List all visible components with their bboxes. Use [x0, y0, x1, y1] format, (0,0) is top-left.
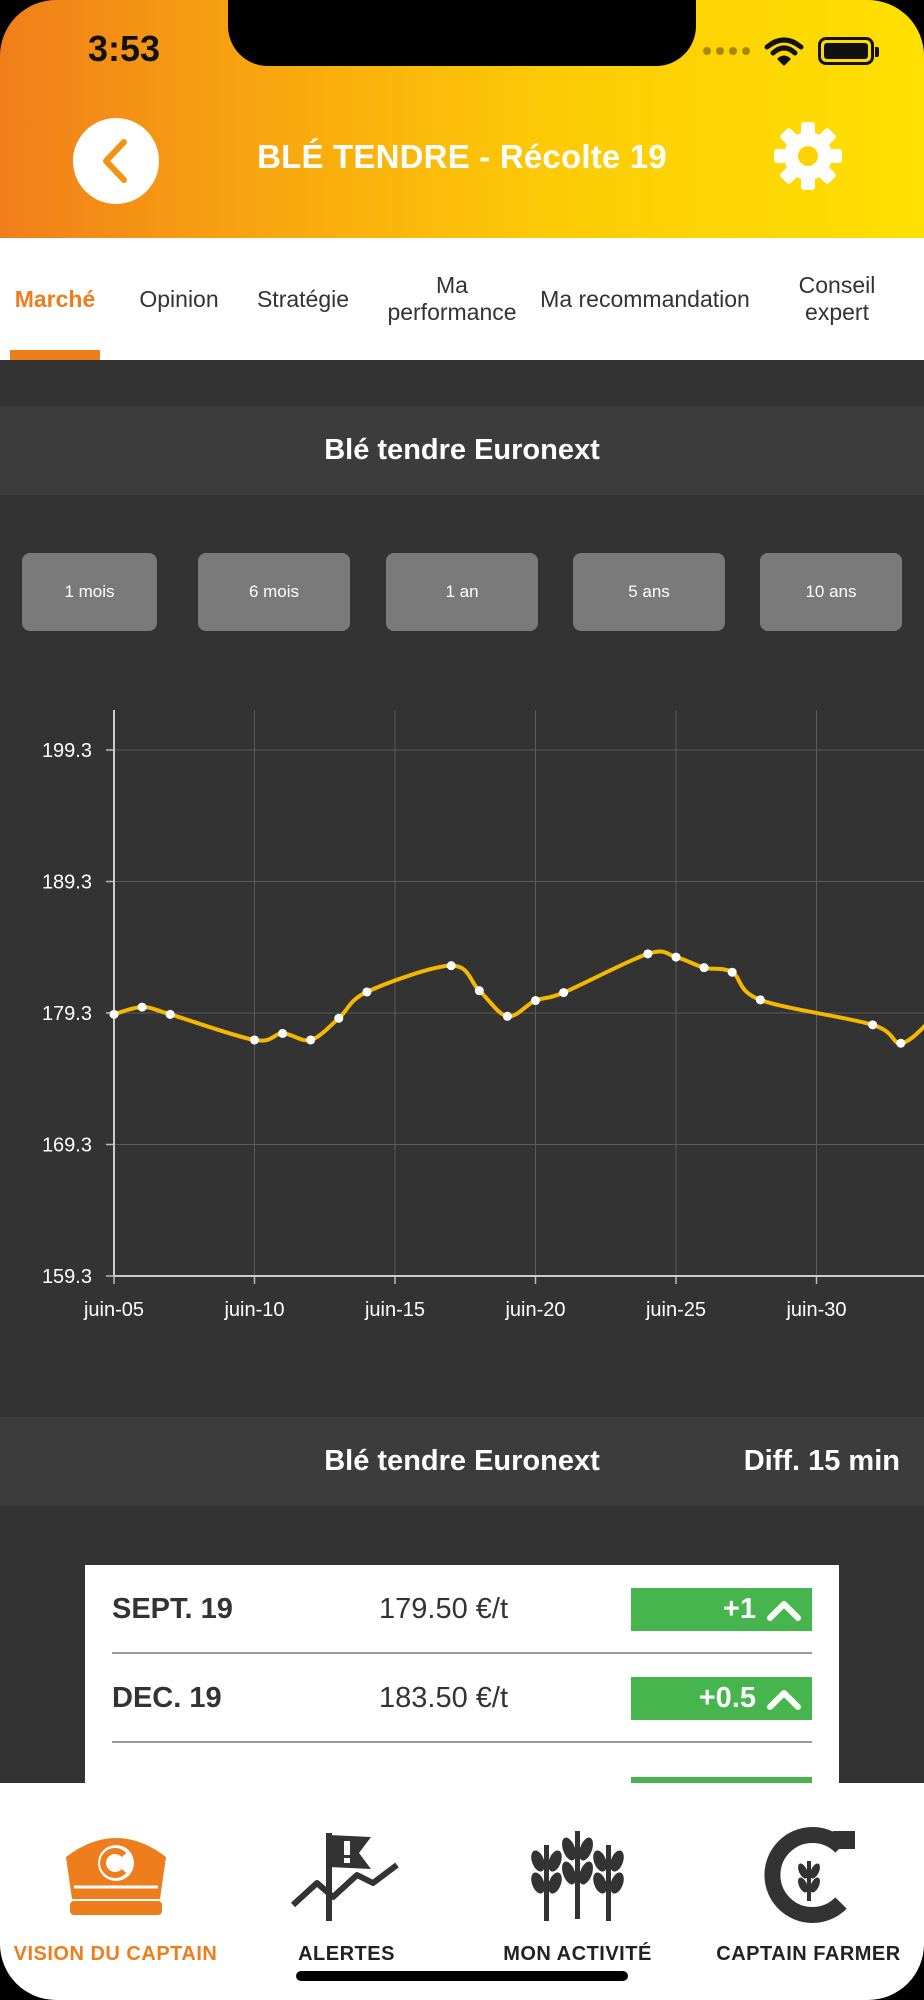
nav-label: CAPTAIN FARMER — [716, 1943, 901, 1965]
quotes-section-title: Blé tendre Euronext — [324, 1445, 600, 1477]
data-point — [559, 988, 569, 998]
y-tick-label: 189.3 — [42, 872, 92, 894]
diff-label: Diff. 15 min — [743, 1445, 900, 1477]
back-button[interactable] — [73, 118, 159, 204]
data-point — [896, 1038, 906, 1048]
captain-farmer-logo-icon — [763, 1827, 855, 1923]
chart-section-header: Blé tendre Euronext — [0, 406, 924, 495]
data-point — [334, 1013, 344, 1023]
nav-label: ALERTES — [298, 1943, 395, 1965]
quote-row[interactable]: DEC. 19 183.50 €/t +0.5 — [112, 1654, 812, 1743]
x-tick-label: juin-05 — [83, 1299, 144, 1321]
tab-ma-recommandation[interactable]: Ma recommandation — [540, 285, 750, 312]
data-point — [502, 1011, 512, 1021]
chart-section-title: Blé tendre Euronext — [324, 434, 600, 466]
price-chart: 159.3 169.3 179.3 189.3 199.3 juin-05 juin-10 j… — [42, 710, 924, 1321]
alert-flag-icon — [290, 1833, 399, 1921]
nav-alertes[interactable]: ALERTES — [231, 1783, 462, 1983]
data-point — [137, 1002, 147, 1012]
nav-captain-farmer[interactable]: CAPTAIN FARMER — [693, 1783, 924, 1983]
nav-mon-activite[interactable]: MON ACTIVITÉ — [462, 1783, 693, 1983]
device-notch — [228, 0, 696, 66]
data-point — [474, 986, 484, 996]
period-10-ans-button[interactable]: 10 ans — [760, 553, 902, 631]
quote-month: SEPT. 19 — [112, 1593, 233, 1625]
data-point — [727, 967, 737, 977]
data-point — [306, 1035, 316, 1045]
nav-label: VISION DU CAPTAIN — [13, 1943, 218, 1965]
tab-marche[interactable]: Marché — [14, 285, 96, 312]
data-point — [362, 987, 372, 997]
chevron-left-icon — [103, 139, 127, 183]
gear-icon — [774, 122, 842, 190]
tab-conseil-expert[interactable]: Conseil expert — [798, 272, 876, 325]
data-point — [868, 1020, 878, 1030]
tab-bar: Marché Opinion Stratégie Ma performance … — [0, 238, 924, 360]
x-tick-label: juin-10 — [223, 1299, 284, 1321]
period-1-mois-button[interactable]: 1 mois — [22, 553, 157, 631]
active-tab-indicator — [10, 350, 100, 360]
y-tick-label: 169.3 — [42, 1135, 92, 1157]
quote-change-value: +0.5 — [698, 1682, 756, 1714]
tab-strategie[interactable]: Stratégie — [256, 285, 350, 312]
wifi-icon — [764, 37, 804, 66]
nav-label: MON ACTIVITÉ — [503, 1943, 652, 1965]
quote-change-badge: +1 — [631, 1588, 812, 1631]
period-1-an-button[interactable]: 1 an — [386, 553, 538, 631]
data-point — [531, 996, 540, 1006]
period-5-ans-button[interactable]: 5 ans — [573, 553, 725, 631]
quote-row[interactable]: SEPT. 19 179.50 €/t +1 — [112, 1565, 812, 1654]
period-6-mois-button[interactable]: 6 mois — [198, 553, 350, 631]
y-tick-label: 159.3 — [42, 1266, 92, 1288]
home-indicator — [296, 1971, 628, 1981]
signal-icon — [703, 47, 750, 55]
chevron-up-icon — [767, 1600, 801, 1621]
quote-price: 183.50 €/t — [379, 1682, 508, 1714]
quotes-table: SEPT. 19 179.50 €/t +1 DEC. 19 183.50 €/… — [85, 1565, 839, 1785]
status-icons — [703, 34, 879, 68]
battery-icon — [818, 37, 879, 65]
data-point — [755, 995, 765, 1005]
wheat-icon — [530, 1831, 624, 1921]
series-line — [113, 949, 924, 1046]
data-point — [699, 963, 709, 973]
x-tick-label: juin-25 — [645, 1299, 706, 1321]
x-tick-label: juin-15 — [364, 1299, 425, 1321]
quote-change-badge: +0.5 — [631, 1677, 812, 1720]
data-point — [671, 952, 681, 962]
y-tick-label: 179.3 — [42, 1003, 92, 1025]
quote-price: 179.50 €/t — [379, 1593, 508, 1625]
data-point — [643, 949, 653, 959]
data-point — [250, 1035, 259, 1045]
quotes-section-header: Blé tendre Euronext Diff. 15 min — [0, 1417, 924, 1506]
data-point — [109, 1009, 119, 1019]
x-tick-label: juin-20 — [504, 1299, 565, 1321]
data-point — [278, 1028, 288, 1038]
header-bar: 3:53 BLÉ TENDRE - Récolte 19 — [0, 0, 924, 238]
captain-hat-icon — [65, 1838, 166, 1915]
tab-ma-performance[interactable]: Ma performance — [387, 272, 517, 325]
chevron-up-icon — [767, 1689, 801, 1710]
y-tick-label: 199.3 — [42, 740, 92, 762]
data-point — [446, 961, 456, 971]
settings-button[interactable] — [772, 120, 844, 192]
nav-vision-du-captain[interactable]: VISION DU CAPTAIN — [0, 1783, 231, 1983]
tab-opinion[interactable]: Opinion — [139, 285, 219, 312]
quote-change-badge-partial — [631, 1777, 812, 1785]
status-time: 3:53 — [88, 28, 161, 69]
quote-month: DEC. 19 — [112, 1682, 222, 1714]
data-point — [165, 1009, 175, 1019]
quote-change-value: +1 — [722, 1593, 756, 1625]
page-title: BLÉ TENDRE - Récolte 19 — [257, 138, 667, 175]
x-tick-label: juin-30 — [785, 1299, 846, 1321]
bottom-nav: VISION DU CAPTAIN ALERTES — [0, 1783, 924, 2000]
